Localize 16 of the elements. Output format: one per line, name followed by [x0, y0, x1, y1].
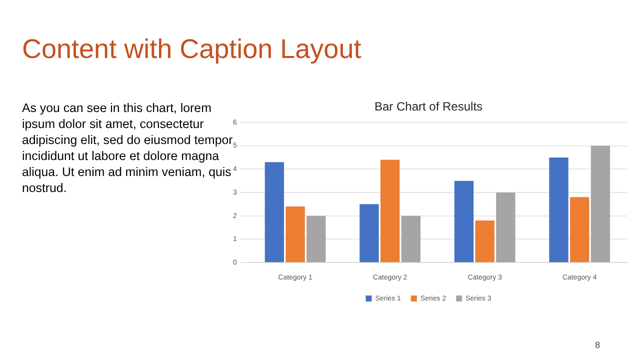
text: As you can see in this chart, lorem ipsum dolor sit amet, consectetur adipiscing elit, sed do eiusmod tempor incididunt ut labore et dolore magna aliqua. Ut enim ad minim veniam, quis nostrud. — [22, 100, 233, 196]
bar — [401, 216, 420, 262]
bar — [360, 204, 379, 262]
bar — [549, 157, 568, 262]
bar — [570, 197, 590, 262]
text: 8 — [594, 340, 600, 350]
bar — [454, 180, 474, 262]
bar — [496, 192, 516, 262]
bar — [264, 162, 284, 262]
chart-subtitle: Bar Chart of Results — [374, 100, 483, 114]
bar — [286, 206, 305, 262]
bar — [380, 160, 400, 262]
bar — [475, 220, 494, 262]
bar — [306, 216, 326, 262]
bar — [590, 146, 610, 262]
chart-title: Content with Caption Layout — [22, 34, 362, 65]
